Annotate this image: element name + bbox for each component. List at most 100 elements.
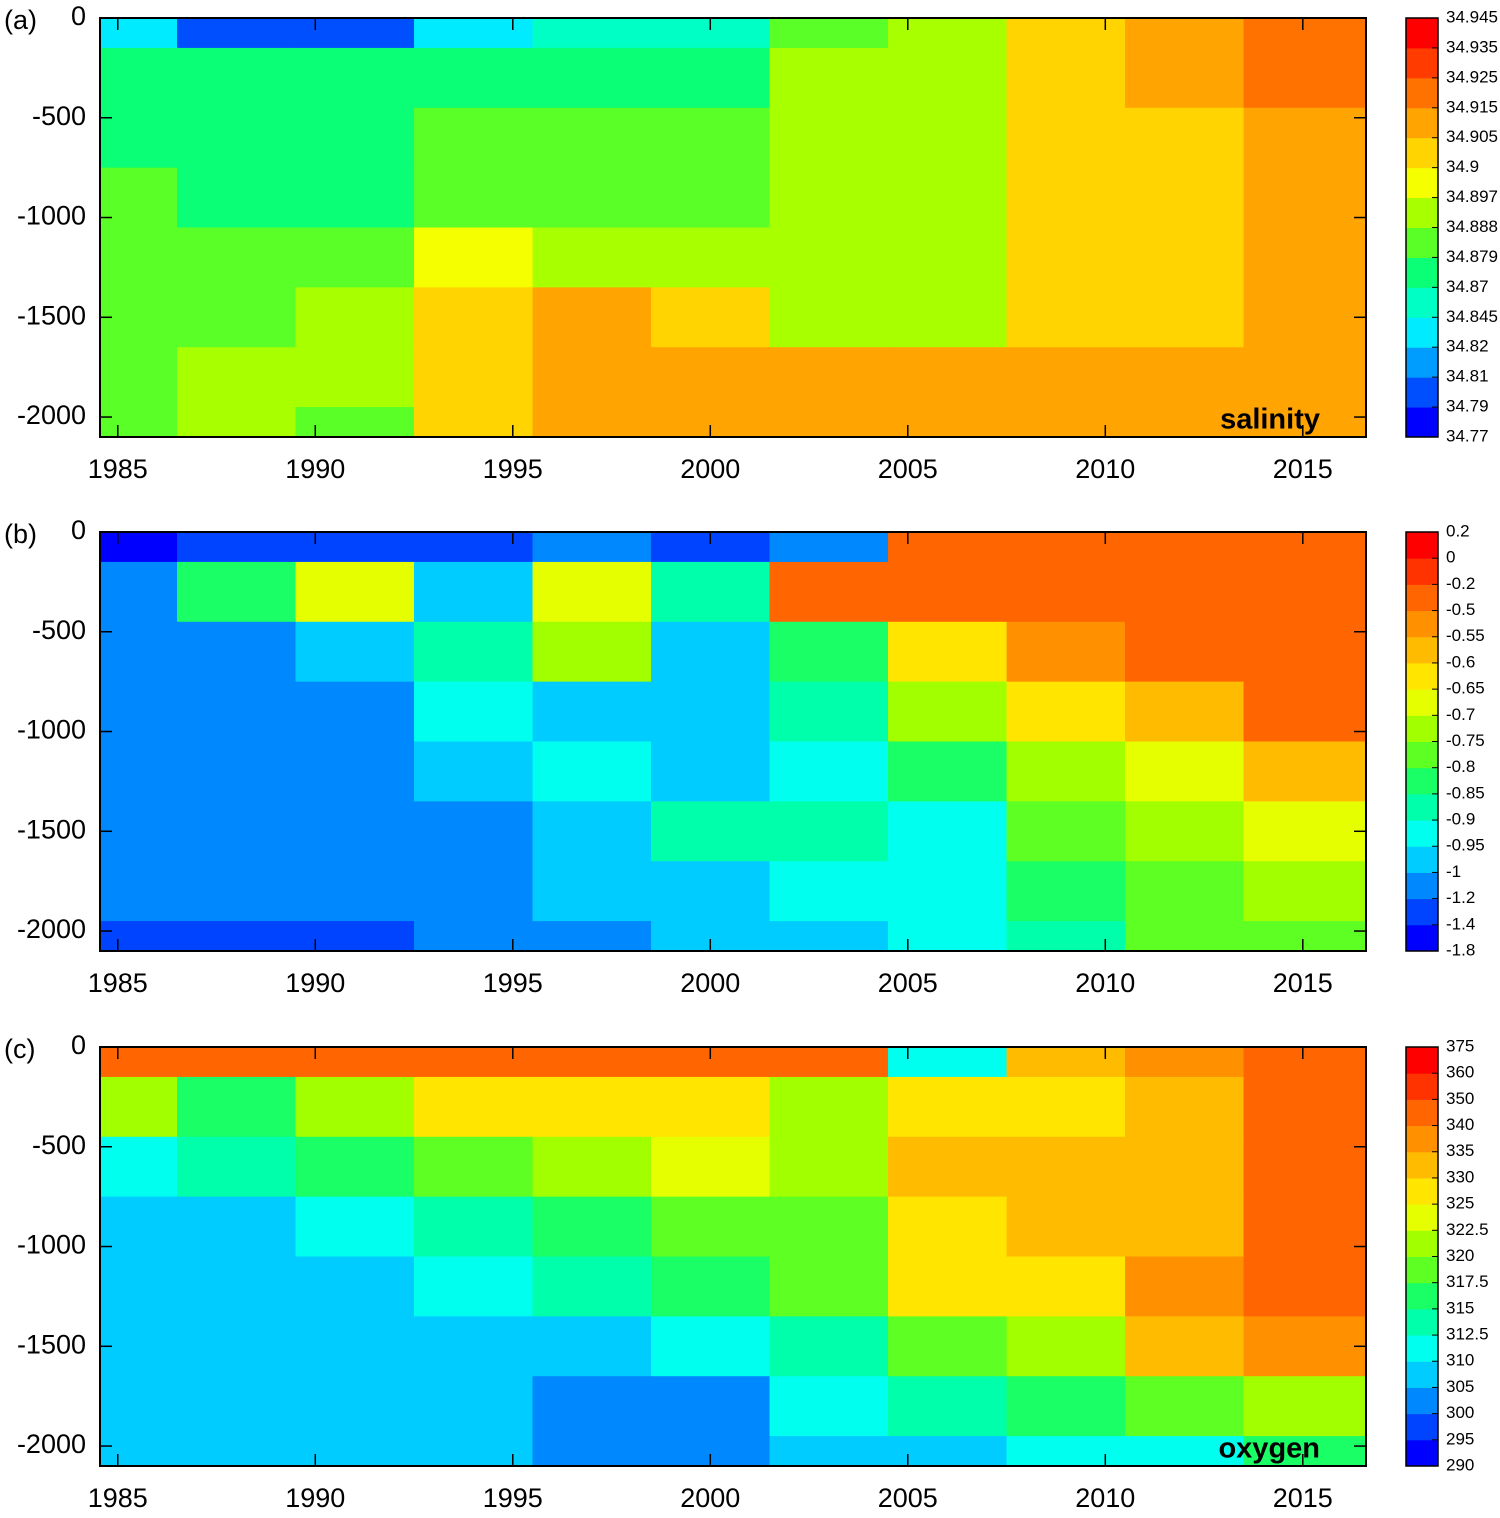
- cell: [1243, 407, 1366, 437]
- colorbar-label: 340: [1446, 1115, 1474, 1134]
- colorbar-label: -1.4: [1446, 914, 1475, 933]
- colorbar-swatch: [1406, 18, 1438, 49]
- cell: [177, 227, 297, 288]
- cell: [100, 1316, 178, 1377]
- colorbar-label: -0.9: [1446, 810, 1475, 829]
- panel-label: (b): [4, 519, 37, 549]
- cell: [1243, 801, 1366, 862]
- cell: [100, 621, 178, 683]
- x-tick-label: 2005: [878, 1483, 938, 1513]
- colorbar-label: 317.5: [1446, 1272, 1489, 1291]
- cell: [1006, 561, 1126, 623]
- cell: [651, 561, 771, 623]
- colorbar-label: 350: [1446, 1089, 1474, 1108]
- colorbar-label: 335: [1446, 1141, 1474, 1160]
- cell: [295, 681, 415, 742]
- cell: [769, 18, 889, 49]
- x-tick-label: 2010: [1075, 454, 1135, 484]
- cell: [1006, 921, 1126, 951]
- cell: [769, 1436, 889, 1466]
- cell: [769, 227, 889, 288]
- cell: [414, 532, 534, 563]
- cell: [532, 1316, 652, 1377]
- cell: [769, 1256, 889, 1317]
- cell: [414, 1376, 534, 1437]
- cell: [769, 1316, 889, 1377]
- colorbar-swatch: [1406, 1256, 1438, 1284]
- cell: [651, 227, 771, 288]
- colorbar-swatch: [1406, 689, 1438, 716]
- cell: [100, 407, 178, 437]
- cell: [769, 407, 889, 437]
- y-tick-label: -500: [32, 615, 86, 645]
- cell: [1125, 561, 1245, 623]
- cell: [177, 532, 297, 563]
- cell: [769, 287, 889, 348]
- colorbar-label: 34.897: [1446, 187, 1498, 206]
- y-tick-label: -500: [32, 1130, 86, 1160]
- y-tick-label: -1000: [17, 1230, 86, 1260]
- cell: [888, 1047, 1008, 1078]
- cell: [532, 1136, 652, 1198]
- cell: [888, 681, 1008, 742]
- colorbar-label: -0.75: [1446, 731, 1485, 750]
- cell: [651, 861, 771, 922]
- colorbar-label: 310: [1446, 1351, 1474, 1370]
- cell: [888, 47, 1008, 109]
- y-tick-label: 0: [71, 1, 86, 31]
- cell: [177, 1196, 297, 1257]
- colorbar-swatch: [1406, 1125, 1438, 1153]
- colorbar-swatch: [1406, 287, 1438, 318]
- colorbar-swatch: [1406, 1335, 1438, 1362]
- colorbar-swatch: [1406, 1387, 1438, 1415]
- colorbar-label: 360: [1446, 1063, 1474, 1082]
- cell: [1006, 227, 1126, 288]
- cell: [1006, 1196, 1126, 1257]
- cell: [414, 561, 534, 623]
- colorbar-label: 330: [1446, 1167, 1474, 1186]
- cell: [532, 1196, 652, 1257]
- cell: [295, 1076, 415, 1138]
- colorbar-label: -0.85: [1446, 783, 1485, 802]
- colorbar-swatch: [1406, 257, 1438, 288]
- cell: [177, 347, 297, 408]
- cell: [769, 561, 889, 623]
- colorbar-swatch: [1406, 662, 1438, 690]
- cell: [769, 741, 889, 802]
- cell: [414, 1136, 534, 1198]
- cell: [1125, 287, 1245, 348]
- cell: [888, 561, 1008, 623]
- colorbar-swatch: [1406, 347, 1438, 378]
- cell: [532, 1256, 652, 1317]
- cell: [1006, 861, 1126, 922]
- cell: [414, 621, 534, 683]
- colorbar-label: 34.879: [1446, 247, 1498, 266]
- cell: [1006, 681, 1126, 742]
- cell: [1006, 1256, 1126, 1317]
- cell: [414, 1076, 534, 1138]
- colorbar-swatch: [1406, 107, 1438, 139]
- cell: [1243, 1076, 1366, 1138]
- cell: [295, 801, 415, 862]
- cell: [651, 1136, 771, 1198]
- cell: [100, 18, 178, 49]
- cell: [532, 801, 652, 862]
- cell: [888, 801, 1008, 862]
- cell: [532, 1047, 652, 1078]
- cell: [1006, 347, 1126, 408]
- colorbar-swatch: [1406, 197, 1438, 228]
- cell: [295, 1136, 415, 1198]
- cell: [1243, 167, 1366, 228]
- colorbar-swatch: [1406, 532, 1438, 559]
- cell: [414, 921, 534, 951]
- panel-label: (c): [4, 1034, 35, 1064]
- cell: [414, 861, 534, 922]
- colorbar-swatch: [1406, 820, 1438, 847]
- cell: [1243, 1436, 1366, 1466]
- cell: [177, 1136, 297, 1198]
- x-tick-label: 1985: [88, 454, 148, 484]
- colorbar-swatch: [1406, 167, 1438, 199]
- cell: [1006, 801, 1126, 862]
- cell: [100, 861, 178, 922]
- cell: [651, 801, 771, 862]
